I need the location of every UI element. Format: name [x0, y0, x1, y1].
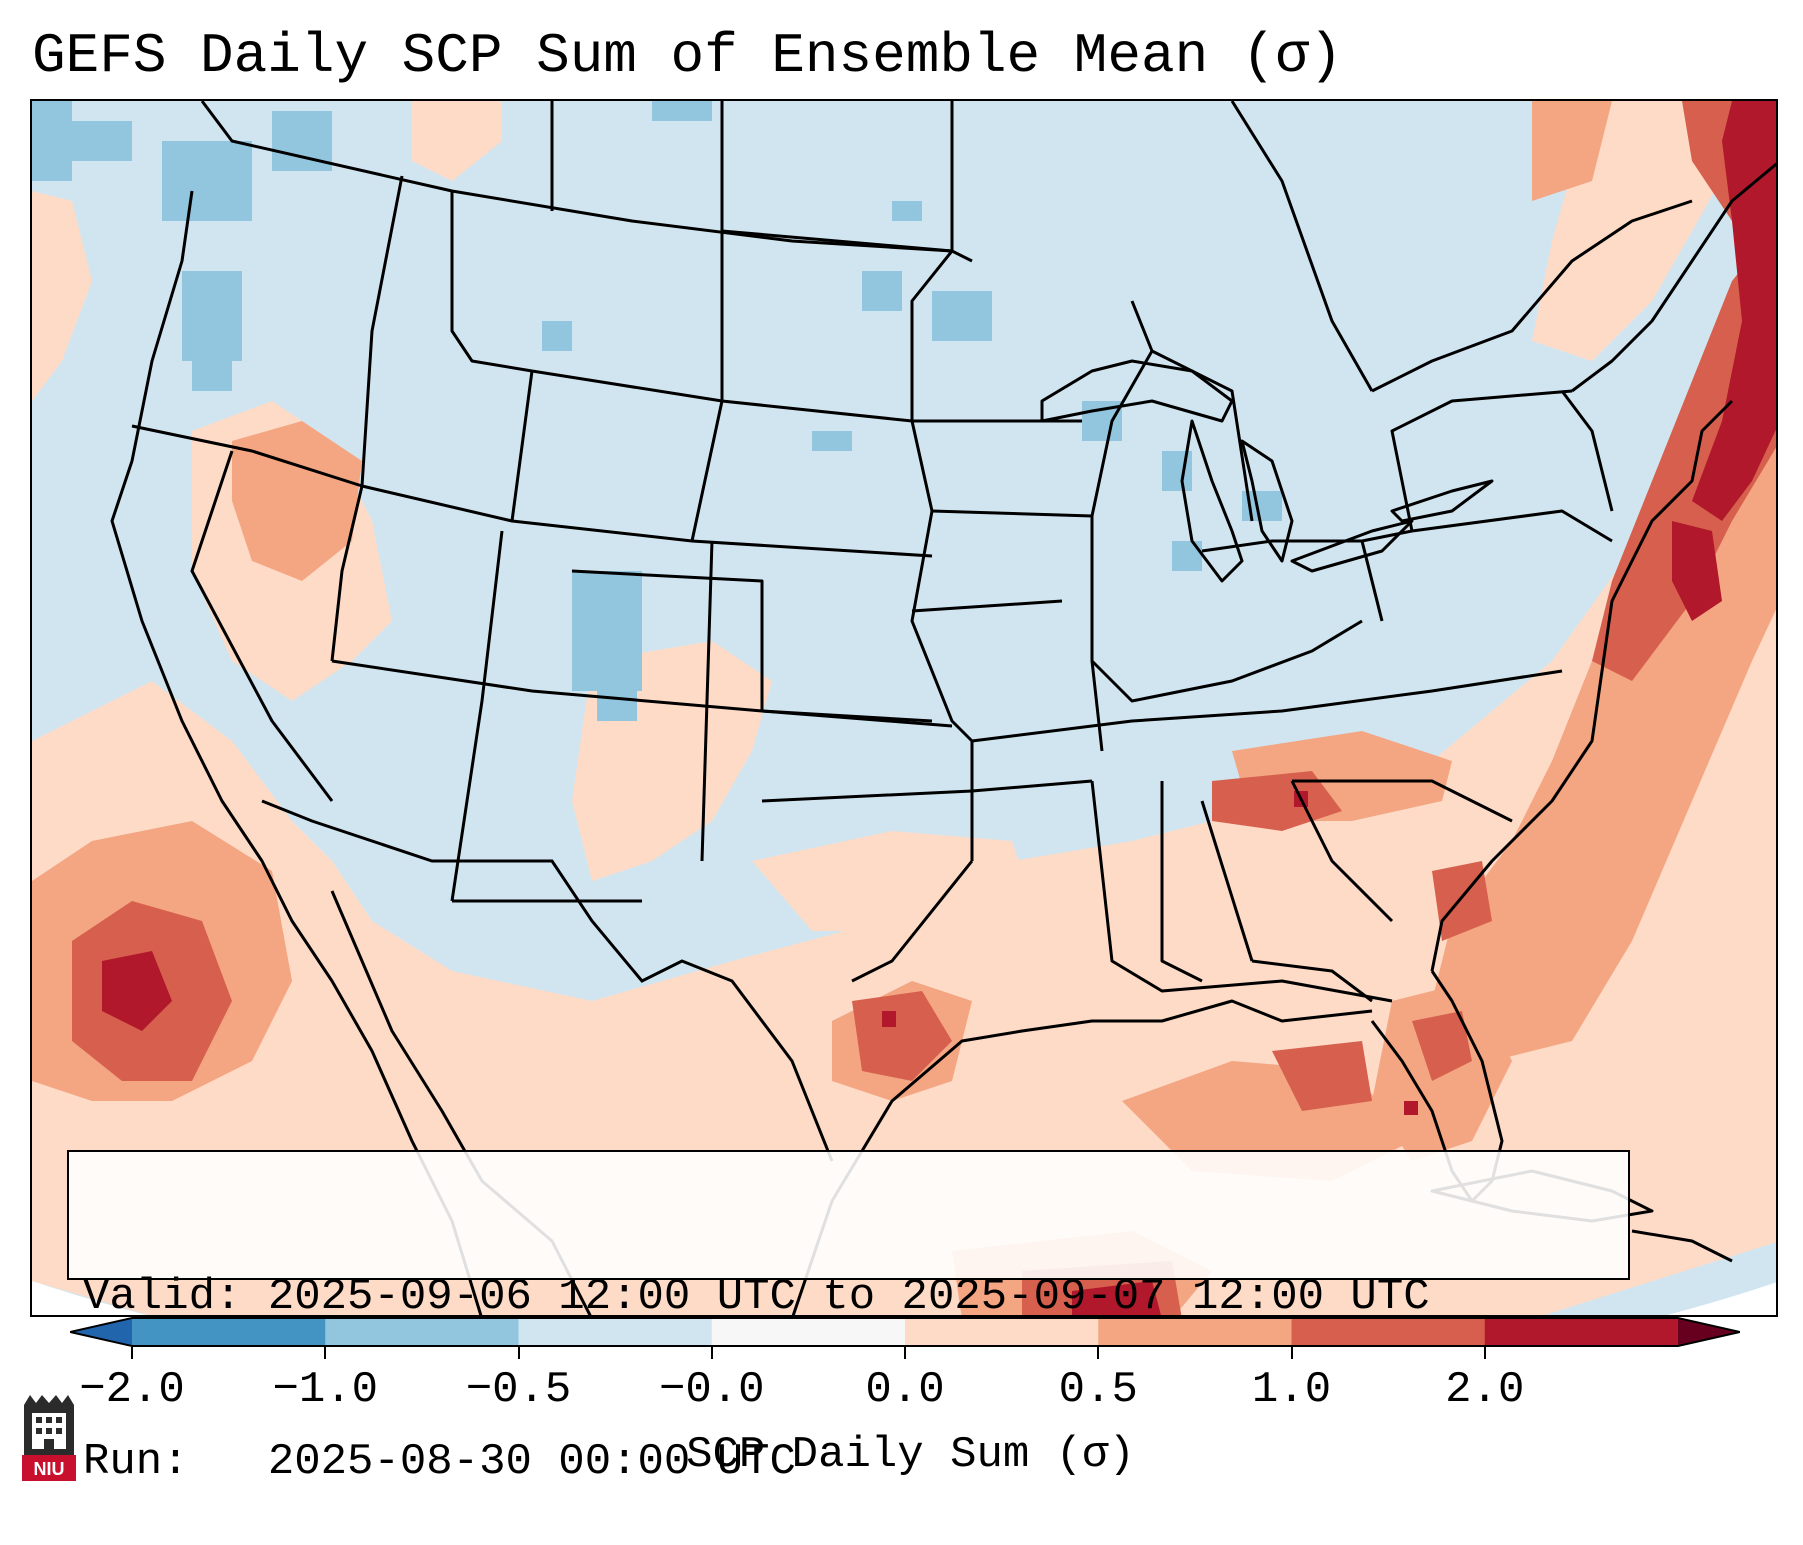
valid-label: Valid: — [83, 1272, 242, 1322]
validity-info-box: Valid: 2025-09-06 12:00 UTC to 2025-09-0… — [67, 1150, 1630, 1487]
colorbar-tick-label: −2.0 — [79, 1365, 185, 1415]
mexico-border — [261, 799, 834, 1162]
projection-edge-right — [1667, 1282, 1776, 1315]
colorbar-label: SCP Daily Sum (σ) — [686, 1430, 1135, 1480]
run-row: Run: 2025-08-30 00:00 UTC — [83, 1435, 1614, 1490]
run-label: Run: — [83, 1437, 189, 1487]
colorbar-outline — [70, 1317, 1740, 1347]
niu-logo: NIU — [22, 1395, 76, 1481]
map-panel — [30, 99, 1778, 1317]
colorbar-tick-mark — [904, 1347, 906, 1359]
colorbar-tick-mark — [710, 1347, 713, 1359]
colorbar-tick-label: −1.0 — [272, 1365, 379, 1415]
chart-title: GEFS Daily SCP Sum of Ensemble Mean (σ) — [32, 24, 1343, 88]
colorbar-segment — [711, 1318, 906, 1346]
colorbar-tick-label: 0.0 — [865, 1365, 945, 1415]
colorbar-tick-label: −0.0 — [658, 1365, 765, 1415]
colorbar-tick-mark — [1290, 1347, 1293, 1359]
colorbar-segment — [905, 1318, 1099, 1346]
colorbar-tick-mark — [324, 1347, 327, 1359]
run-value: 2025-08-30 00:00 UTC — [267, 1437, 796, 1487]
colorbar-segment — [518, 1318, 713, 1346]
valid-row: Valid: 2025-09-06 12:00 UTC to 2025-09-0… — [83, 1270, 1614, 1325]
colorbar-segment — [325, 1318, 519, 1346]
colorbar-segment — [1098, 1318, 1292, 1346]
valid-value: 2025-09-06 12:00 UTC to 2025-09-07 12:00… — [267, 1272, 1430, 1322]
field-neg-0.5-1.0 — [32, 101, 1282, 721]
colorbar-tick-mark — [1483, 1347, 1486, 1359]
colorbar-segment — [132, 1318, 326, 1346]
colorbar-tick-label: 0.5 — [1058, 1365, 1138, 1415]
logo-text: NIU — [34, 1459, 65, 1479]
colorbar-tick-mark — [1097, 1347, 1100, 1359]
colorbar-segments — [70, 1317, 1740, 1347]
colorbar-tick-mark — [131, 1347, 133, 1359]
colorbar-tick-mark — [517, 1347, 520, 1359]
colorbar-tick-label: 2.0 — [1445, 1365, 1525, 1415]
colorbar-extend-low — [70, 1318, 132, 1346]
field-gt-2.0 — [102, 101, 1776, 1315]
colorbar-segment — [1291, 1318, 1486, 1346]
colorbar — [70, 1317, 1740, 1347]
colorbar-segment — [1484, 1318, 1679, 1346]
map-canvas — [32, 101, 1776, 1315]
projection-edge-left — [32, 1281, 147, 1315]
colorbar-tick-label: −0.5 — [465, 1365, 572, 1415]
colorbar-extend-high — [1678, 1318, 1740, 1346]
boundary-lines — [110, 101, 1776, 1315]
colorbar-tick-label: 1.0 — [1251, 1365, 1332, 1415]
